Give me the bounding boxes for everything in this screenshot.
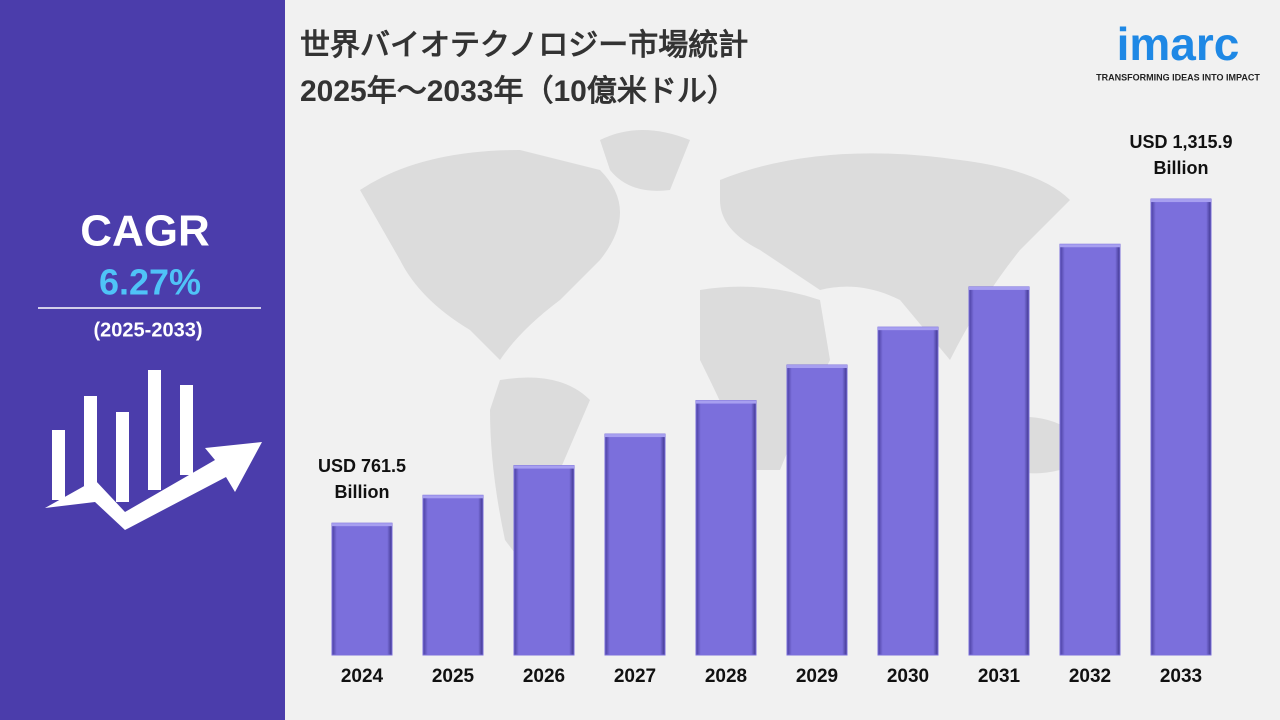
bar-cap [514, 465, 574, 469]
bar-cap [332, 523, 392, 527]
x-tick-label: 2031 [978, 666, 1021, 687]
side-panel [0, 0, 285, 720]
x-tick-label: 2025 [432, 666, 475, 687]
x-tick-label: 2030 [887, 666, 929, 687]
bar [877, 326, 939, 656]
bar-cap [1151, 199, 1211, 203]
growth-icon [45, 370, 262, 530]
x-tick-label: 2027 [614, 666, 656, 687]
value-label: USD 1,315.9 Billion [1129, 132, 1232, 178]
bar [604, 433, 666, 656]
x-tick-label: 2029 [796, 666, 838, 687]
bar-cap [1060, 244, 1120, 248]
bar-cap [969, 286, 1029, 290]
bar-cap [605, 434, 665, 438]
x-tick-label: 2028 [705, 666, 747, 687]
chart-title: 世界バイオテクノロジー市場統計 [300, 28, 748, 62]
bar [422, 494, 484, 656]
cagr-value: 6.27% [99, 262, 201, 303]
bar [1059, 243, 1121, 656]
bar [695, 400, 757, 656]
bar-cap [696, 400, 756, 404]
value-label: USD 761.5 Billion [318, 456, 406, 502]
bar [331, 522, 393, 656]
cagr-period: (2025-2033) [94, 319, 203, 341]
x-tick-label: 2026 [523, 666, 565, 687]
bar-cap [878, 327, 938, 331]
x-tick-label: 2032 [1069, 666, 1111, 687]
bar-cap [787, 365, 847, 369]
logo-tagline: TRANSFORMING IDEAS INTO IMPACT [1096, 72, 1260, 82]
cagr-label: CAGR [80, 207, 210, 256]
bar-cap [423, 495, 483, 499]
chart-subtitle: 2025年～2033年（10億米ドル） [300, 74, 737, 108]
bar [968, 286, 1030, 656]
logo-name: imarc [1117, 18, 1240, 70]
bar [786, 364, 848, 656]
bar [1150, 198, 1212, 656]
bar [513, 465, 575, 656]
x-tick-label: 2033 [1160, 666, 1202, 687]
x-tick-label: 2024 [341, 666, 384, 687]
